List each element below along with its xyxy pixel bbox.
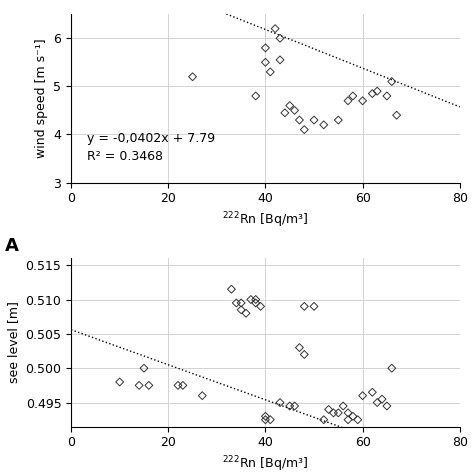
- Point: [237, 306, 245, 314]
- Point: [237, 299, 245, 307]
- Point: [388, 365, 395, 372]
- Text: A: A: [5, 237, 18, 255]
- Point: [228, 285, 235, 293]
- Point: [286, 102, 293, 109]
- Point: [339, 402, 347, 410]
- Point: [320, 121, 328, 128]
- Point: [266, 68, 274, 76]
- Point: [271, 25, 279, 32]
- X-axis label: $^{222}$Rn [Bq/m³]: $^{222}$Rn [Bq/m³]: [222, 455, 309, 474]
- Point: [388, 78, 395, 85]
- Point: [359, 97, 366, 105]
- Point: [310, 302, 318, 310]
- Point: [189, 73, 196, 81]
- Point: [179, 382, 187, 389]
- Y-axis label: see level [m]: see level [m]: [7, 301, 20, 383]
- Point: [145, 382, 153, 389]
- Point: [301, 126, 308, 133]
- Point: [378, 395, 386, 403]
- Point: [276, 56, 284, 64]
- Point: [262, 44, 269, 52]
- Point: [301, 351, 308, 358]
- Point: [291, 402, 299, 410]
- X-axis label: $^{222}$Rn [Bq/m³]: $^{222}$Rn [Bq/m³]: [222, 211, 309, 230]
- Point: [247, 296, 255, 303]
- Text: y = -0,0402x + 7.79
R² = 0.3468: y = -0,0402x + 7.79 R² = 0.3468: [87, 132, 215, 163]
- Point: [329, 409, 337, 417]
- Point: [383, 92, 391, 100]
- Point: [174, 382, 182, 389]
- Point: [344, 416, 352, 424]
- Point: [296, 344, 303, 351]
- Point: [232, 299, 240, 307]
- Point: [349, 412, 356, 420]
- Point: [374, 399, 381, 406]
- Point: [286, 402, 293, 410]
- Point: [140, 365, 148, 372]
- Point: [383, 402, 391, 410]
- Point: [359, 392, 366, 400]
- Point: [369, 389, 376, 396]
- Point: [257, 302, 264, 310]
- Point: [393, 111, 401, 119]
- Point: [276, 399, 284, 406]
- Point: [262, 416, 269, 424]
- Point: [344, 97, 352, 105]
- Point: [276, 35, 284, 42]
- Point: [335, 409, 342, 417]
- Point: [325, 406, 332, 413]
- Point: [301, 302, 308, 310]
- Point: [252, 92, 259, 100]
- Point: [296, 116, 303, 124]
- Point: [354, 416, 362, 424]
- Y-axis label: wind speed [m s⁻¹]: wind speed [m s⁻¹]: [35, 38, 48, 158]
- Point: [199, 392, 206, 400]
- Point: [266, 416, 274, 424]
- Point: [252, 299, 259, 307]
- Point: [262, 58, 269, 66]
- Point: [310, 116, 318, 124]
- Point: [335, 116, 342, 124]
- Point: [344, 409, 352, 417]
- Point: [242, 310, 250, 317]
- Point: [374, 87, 381, 95]
- Point: [135, 382, 143, 389]
- Point: [252, 296, 259, 303]
- Point: [281, 109, 289, 117]
- Point: [349, 92, 356, 100]
- Point: [116, 378, 123, 386]
- Point: [369, 90, 376, 97]
- Point: [262, 412, 269, 420]
- Point: [320, 416, 328, 424]
- Point: [291, 107, 299, 114]
